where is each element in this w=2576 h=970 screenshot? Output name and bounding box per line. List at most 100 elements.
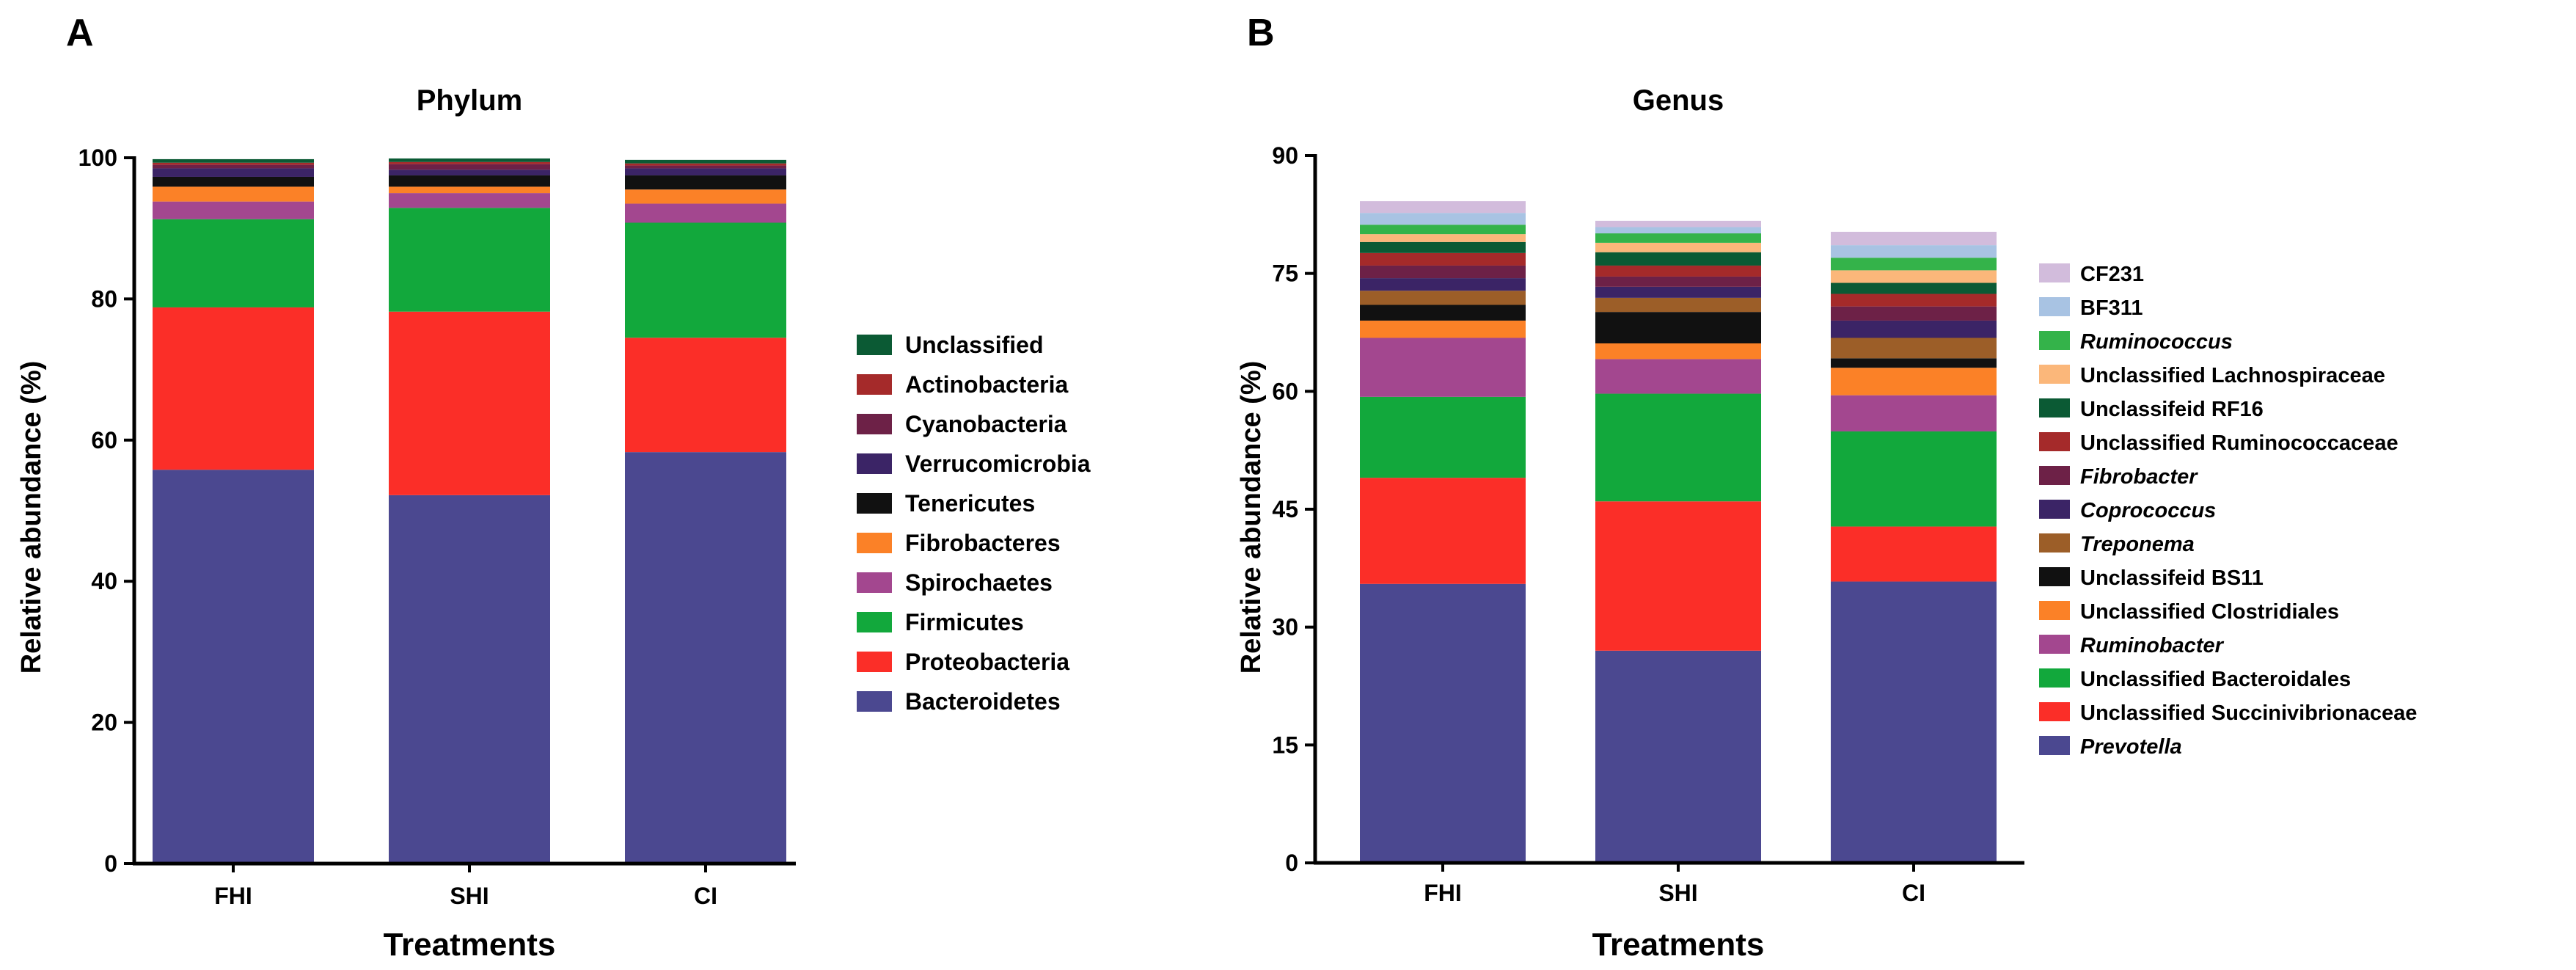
x-axis-title-genus: Treatments (1592, 927, 1765, 963)
chart-title-phylum: Phylum (417, 84, 522, 117)
y-axis-title-phylum: Relative abundance (%) (16, 361, 47, 674)
bar-phylum-fhi-spirochaetes (153, 201, 314, 219)
bar-phylum-ci-actinobacteria (625, 163, 786, 166)
y-tick-label-phylum-0: 0 (104, 850, 117, 877)
legend-label-phylum-verrucomicrobia: Verrucomicrobia (905, 451, 1091, 477)
bar-genus-fhi-treponema (1360, 291, 1526, 305)
bar-phylum-shi-firmicutes (389, 208, 550, 312)
bar-phylum-shi-bacteroidetes (389, 495, 550, 864)
y-tick-label-phylum-80: 80 (91, 285, 117, 312)
bar-genus-shi-cf231 (1595, 220, 1761, 227)
legend-label-phylum-cyanobacteria: Cyanobacteria (905, 411, 1067, 437)
legend-label-phylum-spirochaetes: Spirochaetes (905, 569, 1053, 596)
legend-swatch-genus-coprococcus (2039, 500, 2070, 519)
legend-label-phylum-proteobacteria: Proteobacteria (905, 649, 1069, 675)
legend-swatch-genus-treponema (2039, 533, 2070, 553)
legend-label-genus-unclassified-bacteroidales: Unclassified Bacteroidales (2080, 668, 2351, 691)
bar-phylum-shi-proteobacteria (389, 311, 550, 495)
bar-genus-ci-coprococcus (1831, 320, 1997, 338)
panel-letter-a: A (66, 12, 94, 54)
legend-swatch-genus-unclassified-ruminococcaceae (2039, 432, 2070, 451)
y-tick-label-genus-90: 90 (1272, 142, 1298, 169)
legend-label-phylum-unclassified: Unclassified (905, 332, 1044, 358)
bar-genus-ci-prevotella (1831, 581, 1997, 863)
bar-genus-shi-bf311 (1595, 227, 1761, 234)
legend-swatch-genus-unclassified-bacteroidales (2039, 668, 2070, 688)
y-tick-label-genus-15: 15 (1272, 732, 1298, 758)
bar-genus-shi-unclassified-bacteroidales (1595, 393, 1761, 502)
bar-phylum-shi-cyanobacteria (389, 164, 550, 170)
bar-genus-fhi-unclassified-clostridiales (1360, 320, 1526, 338)
legend-label-genus-bf311: BF311 (2080, 296, 2143, 320)
bar-genus-fhi-unclassified-lachnospiraceae (1360, 234, 1526, 242)
legend-swatch-phylum-actinobacteria (857, 374, 892, 395)
bar-phylum-shi-tenericutes (389, 175, 550, 187)
legend-swatch-genus-ruminococcus (2039, 331, 2070, 350)
x-tick-label-phylum-fhi: FHI (214, 883, 252, 909)
bar-genus-shi-unclassifeid-rf16 (1595, 252, 1761, 266)
y-tick-label-phylum-40: 40 (91, 568, 117, 594)
bar-genus-ci-unclassified-bacteroidales (1831, 431, 1997, 527)
y-tick-label-genus-60: 60 (1272, 378, 1298, 404)
legend-label-genus-treponema: Treponema (2080, 533, 2195, 556)
bar-genus-shi-coprococcus (1595, 286, 1761, 298)
bar-genus-ci-unclassified-succinivibrionaceae (1831, 526, 1997, 582)
bar-phylum-fhi-actinobacteria (153, 162, 314, 165)
x-tick-label-phylum-shi: SHI (450, 883, 489, 909)
bar-phylum-shi-verrucomicrobia (389, 169, 550, 176)
legend-label-phylum-fibrobacteres: Fibrobacteres (905, 530, 1061, 556)
legend-swatch-phylum-firmicutes (857, 612, 892, 632)
bar-genus-shi-treponema (1595, 297, 1761, 313)
y-tick-label-genus-0: 0 (1285, 850, 1298, 876)
bar-phylum-ci-spirochaetes (625, 203, 786, 223)
bar-genus-ci-unclassifeid-rf16 (1831, 282, 1997, 294)
legend-swatch-genus-unclassifeid-rf16 (2039, 398, 2070, 417)
legend-label-genus-unclassified-ruminococcaceae: Unclassified Ruminococcaceae (2080, 431, 2398, 455)
legend-label-genus-ruminobacter: Ruminobacter (2080, 634, 2225, 657)
legend-label-genus-prevotella: Prevotella (2080, 735, 2182, 759)
bar-phylum-ci-firmicutes (625, 222, 786, 338)
bar-genus-fhi-bf311 (1360, 213, 1526, 225)
bar-phylum-ci-tenericutes (625, 175, 786, 190)
bar-phylum-ci-bacteroidetes (625, 452, 786, 864)
x-tick-label-genus-shi: SHI (1658, 880, 1697, 906)
legend-swatch-phylum-proteobacteria (857, 652, 892, 672)
bar-genus-ci-ruminobacter (1831, 395, 1997, 431)
bar-genus-ci-cf231 (1831, 231, 1997, 246)
bar-genus-fhi-unclassified-succinivibrionaceae (1360, 478, 1526, 584)
bar-genus-fhi-prevotella (1360, 583, 1526, 863)
bar-genus-shi-unclassifeid-bs11 (1595, 312, 1761, 343)
bar-genus-fhi-coprococcus (1360, 278, 1526, 291)
y-axis-title-genus: Relative abundance (%) (1236, 361, 1267, 674)
legend-label-phylum-bacteroidetes: Bacteroidetes (905, 688, 1061, 715)
bar-phylum-shi-unclassified (389, 158, 550, 162)
legend-label-genus-unclassifeid-bs11: Unclassifeid BS11 (2080, 566, 2264, 590)
x-axis-title-phylum: Treatments (384, 927, 556, 963)
bar-phylum-fhi-proteobacteria (153, 307, 314, 470)
bar-phylum-shi-actinobacteria (389, 161, 550, 164)
legend-swatch-phylum-spirochaetes (857, 572, 892, 593)
y-tick-label-genus-45: 45 (1272, 496, 1298, 522)
bar-genus-shi-prevotella (1595, 650, 1761, 863)
legend-swatch-genus-unclassified-clostridiales (2039, 601, 2070, 620)
bar-genus-fhi-ruminobacter (1360, 338, 1526, 397)
y-tick-label-phylum-100: 100 (78, 145, 117, 171)
bar-genus-ci-unclassified-lachnospiraceae (1831, 270, 1997, 283)
legend-swatch-phylum-tenericutes (857, 493, 892, 514)
bar-genus-ci-bf311 (1831, 245, 1997, 258)
bar-genus-ci-unclassified-clostridiales (1831, 368, 1997, 395)
bar-genus-fhi-unclassified-ruminococcaceae (1360, 252, 1526, 266)
bar-phylum-fhi-verrucomicrobia (153, 168, 314, 177)
bar-phylum-ci-unclassified (625, 159, 786, 164)
bar-phylum-fhi-tenericutes (153, 176, 314, 187)
legend-swatch-genus-unclassified-succinivibrionaceae (2039, 702, 2070, 721)
legend-swatch-phylum-verrucomicrobia (857, 453, 892, 474)
bar-phylum-shi-fibrobacteres (389, 186, 550, 194)
x-tick-label-phylum-ci: CI (694, 883, 717, 909)
bar-genus-fhi-unclassifeid-bs11 (1360, 305, 1526, 321)
legend-label-genus-cf231: CF231 (2080, 263, 2144, 286)
bar-genus-shi-unclassified-succinivibrionaceae (1595, 501, 1761, 651)
bar-phylum-fhi-firmicutes (153, 219, 314, 307)
legend-swatch-genus-unclassifeid-bs11 (2039, 567, 2070, 586)
